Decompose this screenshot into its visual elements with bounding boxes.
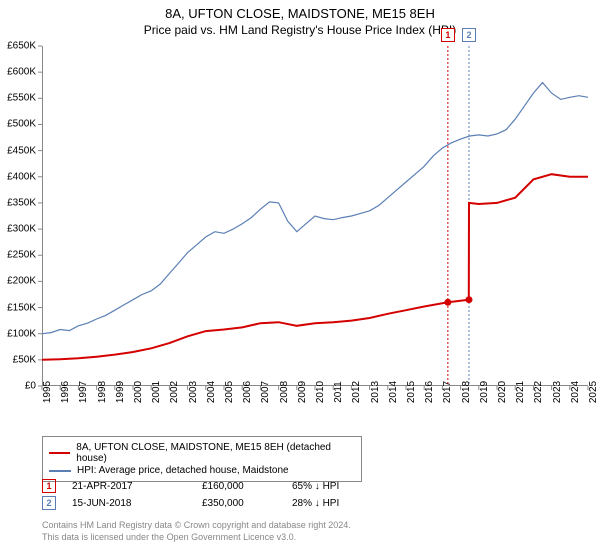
x-tick-label: 2024 [570,381,581,403]
x-tick-label: 1997 [78,381,89,403]
marker-date-1: 21-APR-2017 [72,481,202,492]
x-tick-label: 1995 [42,381,53,403]
y-tick-label: £200K [7,276,36,287]
x-tick-label: 2015 [406,381,417,403]
footer-line-1: Contains HM Land Registry data © Crown c… [42,520,351,532]
y-tick-label: £550K [7,93,36,104]
chart-marker-badge: 1 [441,28,455,42]
footer: Contains HM Land Registry data © Crown c… [42,520,351,543]
y-tick-label: £50K [13,354,36,365]
y-tick-label: £350K [7,197,36,208]
x-tick-label: 2019 [479,381,490,403]
marker-price-1: £160,000 [202,481,292,492]
chart-subtitle: Price paid vs. HM Land Registry's House … [0,23,600,37]
x-tick-label: 2013 [370,381,381,403]
x-tick-label: 2012 [351,381,362,403]
legend-row-price: 8A, UFTON CLOSE, MAIDSTONE, ME15 8EH (de… [49,442,355,464]
marker-price-2: £350,000 [202,498,292,509]
legend-swatch-hpi [49,470,71,472]
y-tick-label: £150K [7,302,36,313]
x-tick-label: 2016 [424,381,435,403]
y-tick-label: £450K [7,145,36,156]
x-tick-label: 2004 [206,381,217,403]
x-tick-label: 2007 [260,381,271,403]
x-tick-label: 2005 [224,381,235,403]
x-tick-label: 2000 [133,381,144,403]
marker-row-2: 2 15-JUN-2018 £350,000 28% ↓ HPI [42,496,588,510]
x-tick-label: 2020 [497,381,508,403]
x-tick-label: 1996 [60,381,71,403]
chart-marker-badge: 2 [462,28,476,42]
plot-svg [42,46,588,386]
legend-label-hpi: HPI: Average price, detached house, Maid… [77,465,289,476]
y-tick-label: £0 [25,381,36,392]
x-tick-label: 2022 [533,381,544,403]
x-axis-labels: 1995199619971998199920002001200220032004… [42,390,588,434]
x-tick-label: 2021 [515,381,526,403]
legend-swatch-price [49,452,70,454]
x-tick-label: 2006 [242,381,253,403]
x-tick-label: 2002 [169,381,180,403]
y-tick-label: £100K [7,328,36,339]
chart-title: 8A, UFTON CLOSE, MAIDSTONE, ME15 8EH [0,6,600,21]
title-block: 8A, UFTON CLOSE, MAIDSTONE, ME15 8EH Pri… [0,0,600,37]
marker-badge-2: 2 [42,496,56,510]
footer-line-2: This data is licensed under the Open Gov… [42,532,351,544]
x-tick-label: 2017 [442,381,453,403]
y-axis-labels: £0£50K£100K£150K£200K£250K£300K£350K£400… [0,46,40,386]
x-tick-label: 2009 [297,381,308,403]
x-tick-label: 2023 [552,381,563,403]
y-tick-label: £500K [7,119,36,130]
x-tick-label: 2018 [461,381,472,403]
y-tick-label: £400K [7,171,36,182]
chart-container: 8A, UFTON CLOSE, MAIDSTONE, ME15 8EH Pri… [0,0,600,560]
y-tick-label: £300K [7,224,36,235]
y-tick-label: £650K [7,41,36,52]
marker-badge-1: 1 [42,479,56,493]
marker-date-2: 15-JUN-2018 [72,498,202,509]
x-tick-label: 2010 [315,381,326,403]
marker-delta-2: 28% ↓ HPI [292,498,372,509]
legend-label-price: 8A, UFTON CLOSE, MAIDSTONE, ME15 8EH (de… [76,442,355,464]
marker-table: 1 21-APR-2017 £160,000 65% ↓ HPI 2 15-JU… [42,476,588,513]
x-tick-label: 1999 [115,381,126,403]
x-tick-label: 2014 [388,381,399,403]
x-tick-label: 2001 [151,381,162,403]
marker-row-1: 1 21-APR-2017 £160,000 65% ↓ HPI [42,479,588,493]
x-tick-label: 1998 [97,381,108,403]
legend-row-hpi: HPI: Average price, detached house, Maid… [49,465,355,476]
marker-delta-1: 65% ↓ HPI [292,481,372,492]
y-tick-label: £250K [7,250,36,261]
y-tick-label: £600K [7,67,36,78]
x-tick-label: 2008 [279,381,290,403]
x-tick-label: 2025 [588,381,599,403]
x-tick-label: 2011 [333,381,344,403]
plot-area: 12 [42,46,588,386]
x-tick-label: 2003 [188,381,199,403]
